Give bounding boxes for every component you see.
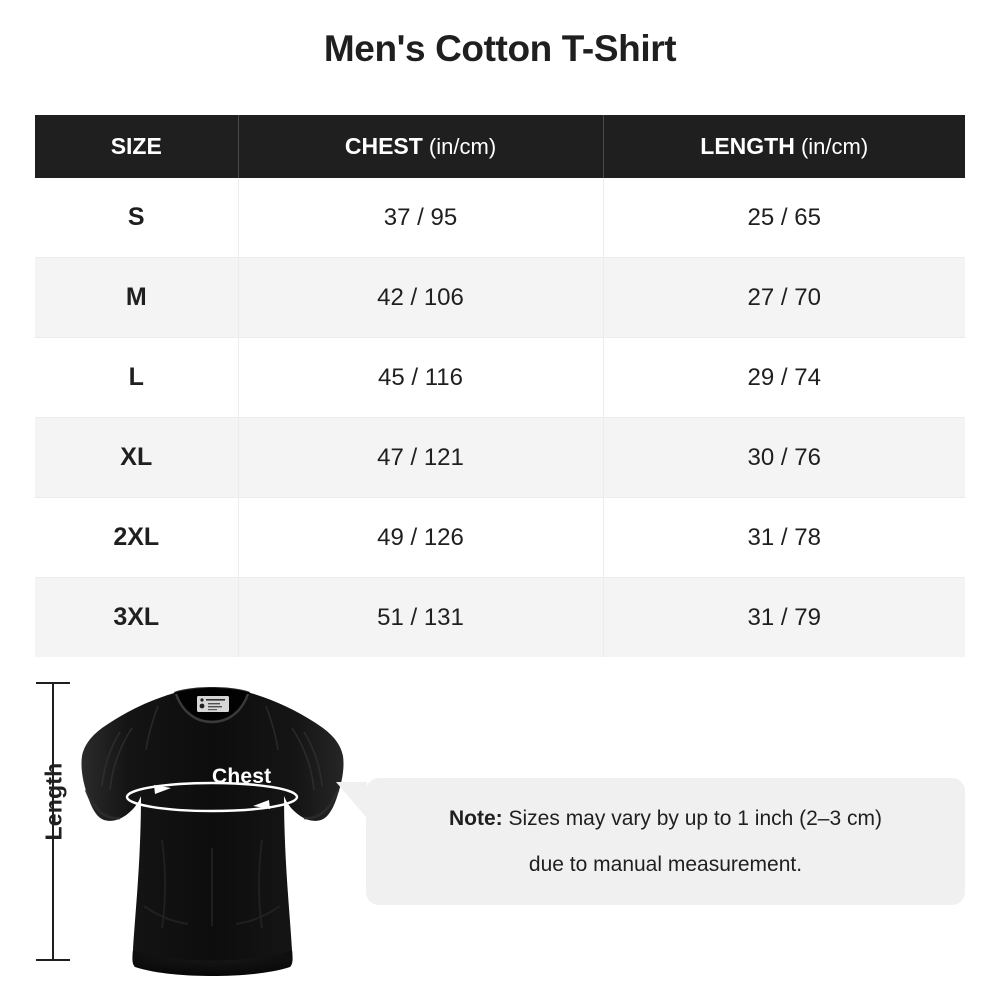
chest-measure-ellipse <box>125 781 299 813</box>
cell-size: L <box>35 337 239 418</box>
cell-length: 25 / 65 <box>603 178 965 258</box>
column-header-size: SIZE <box>35 115 239 178</box>
length-gauge-bottom-cap <box>36 959 70 961</box>
column-header-length-unit: (in/cm) <box>794 134 869 159</box>
cell-chest: 49 / 126 <box>238 497 604 578</box>
tshirt-sleeve-hems <box>84 789 340 820</box>
cell-length: 27 / 70 <box>603 257 965 338</box>
tshirt-neck-label <box>197 696 229 712</box>
tshirt-fabric-folds <box>101 705 323 791</box>
chest-arrow-right <box>253 800 270 809</box>
tshirt-hem <box>132 950 293 976</box>
table-row: L 45 / 116 29 / 74 <box>35 337 965 418</box>
column-header-length: LENGTH (in/cm) <box>603 115 965 178</box>
cell-size: S <box>35 178 239 258</box>
table-row: S 37 / 95 25 / 65 <box>35 178 965 258</box>
cell-chest: 47 / 121 <box>238 417 604 498</box>
cell-size: XL <box>35 417 239 498</box>
tshirt-collar-rib <box>174 693 250 724</box>
measurement-illustration: Length <box>0 660 1000 1000</box>
table-row: 2XL 49 / 126 31 / 78 <box>35 497 965 578</box>
cell-size: 2XL <box>35 497 239 578</box>
table-row: XL 47 / 121 30 / 76 <box>35 417 965 498</box>
column-header-chest-unit: (in/cm) <box>422 134 497 159</box>
length-gauge-stem <box>52 683 54 961</box>
note-callout-bubble: Note: Sizes may vary by up to 1 inch (2–… <box>336 778 965 905</box>
table-row: 3XL 51 / 131 31 / 79 <box>35 577 965 657</box>
cell-length: 31 / 79 <box>603 577 965 657</box>
size-chart-table: SIZE CHEST (in/cm) LENGTH (in/cm) S 37 /… <box>35 115 965 657</box>
chest-arrow-left <box>154 785 171 794</box>
cell-size: 3XL <box>35 577 239 657</box>
column-header-chest: CHEST (in/cm) <box>238 115 604 178</box>
column-header-length-text: LENGTH <box>700 133 795 159</box>
cell-chest: 42 / 106 <box>238 257 604 338</box>
cell-size: M <box>35 257 239 338</box>
cell-length: 30 / 76 <box>603 417 965 498</box>
chest-label: Chest <box>212 765 272 788</box>
cell-chest: 45 / 116 <box>238 337 604 418</box>
page-title: Men's Cotton T-Shirt <box>323 28 677 69</box>
tshirt-illustration: Chest <box>62 670 362 990</box>
tshirt-svg <box>81 687 344 976</box>
note-line-2: due to manual measurement. <box>528 852 803 876</box>
cell-length: 31 / 78 <box>603 497 965 578</box>
length-measurement-gauge: Length <box>30 678 90 988</box>
cell-chest: 37 / 95 <box>238 178 604 258</box>
note-bubble-tail <box>336 782 367 818</box>
table-header: SIZE CHEST (in/cm) LENGTH (in/cm) <box>35 115 965 178</box>
table-header-row: SIZE CHEST (in/cm) LENGTH (in/cm) <box>35 115 965 178</box>
table-body: S 37 / 95 25 / 65 M 42 / 106 27 / 70 L 4… <box>35 178 965 657</box>
column-header-size-text: SIZE <box>110 133 162 159</box>
note-line-1: Note: Sizes may vary by up to 1 inch (2–… <box>449 807 882 830</box>
column-header-chest-text: CHEST <box>344 133 423 159</box>
note-line-1-text: Sizes may vary by up to 1 inch (2–3 cm) <box>502 807 882 831</box>
cell-length: 29 / 74 <box>603 337 965 418</box>
note-text: Note: Sizes may vary by up to 1 inch (2–… <box>366 778 965 905</box>
tshirt-torso-folds <box>143 839 281 929</box>
cell-chest: 51 / 131 <box>238 577 604 657</box>
tshirt-body-shape <box>81 688 344 975</box>
note-prefix: Note: <box>449 807 503 831</box>
table-row: M 42 / 106 27 / 70 <box>35 257 965 338</box>
